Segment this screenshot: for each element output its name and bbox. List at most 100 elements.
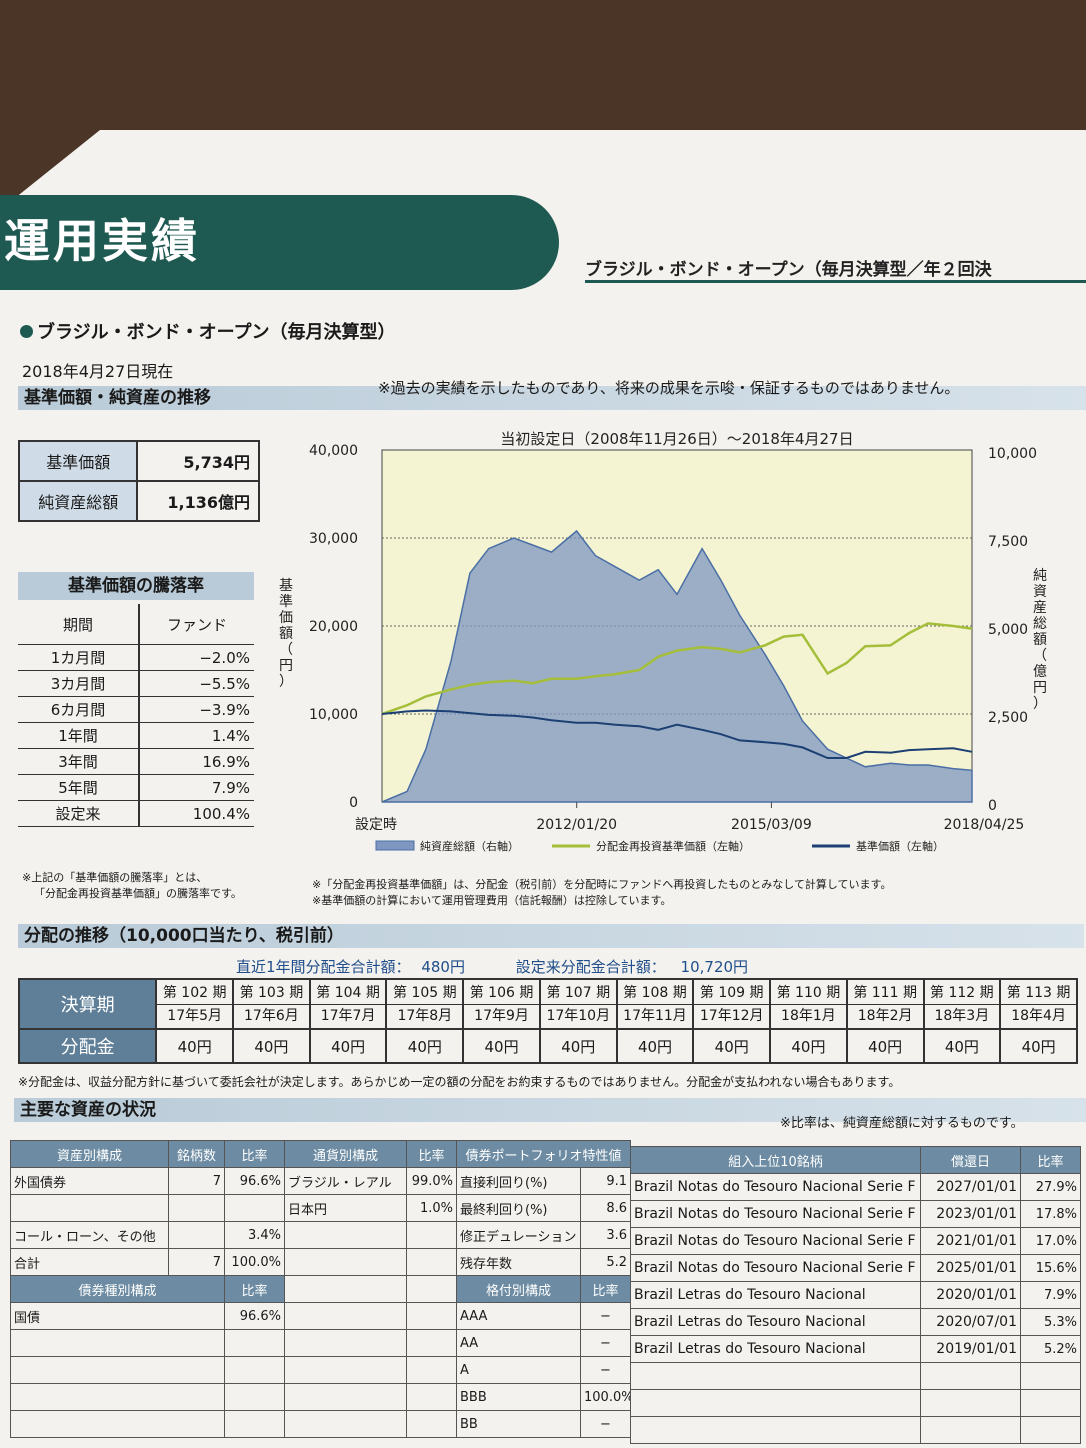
top10-date: 2021/01/01 xyxy=(920,1227,1021,1255)
h-ratio: 比率 xyxy=(224,1140,285,1168)
bondtype-row xyxy=(10,1356,285,1384)
period-number: 第 111 期 xyxy=(853,984,917,1001)
period-row-label: 決算期 xyxy=(17,978,158,1030)
rating-ratio: − xyxy=(579,1302,632,1330)
returns-header-row: 期間 ファンド xyxy=(18,604,254,645)
rating-name: AAA xyxy=(456,1302,581,1330)
currency-name xyxy=(284,1302,407,1330)
returns-table: 期間 ファンド 1カ月間 −2.0% 3カ月間 −5.5% 6カ月間 −3.9% 1年間 1.4… xyxy=(18,604,254,827)
bondtype-name: 国債 xyxy=(10,1302,225,1330)
currency-ratio xyxy=(406,1275,457,1303)
top10-ratio: 5.3% xyxy=(1020,1308,1081,1336)
currency-name xyxy=(284,1329,407,1357)
returns-period: 1年間 xyxy=(18,722,140,749)
returns-value: −3.9% xyxy=(139,696,254,723)
bondtype-name xyxy=(10,1383,225,1411)
top10-row: Brazil Letras do Tesouro Nacional 2020/07… xyxy=(630,1308,1081,1336)
top10-row: Brazil Letras do Tesouro Nacional 2020/01… xyxy=(630,1281,1081,1309)
bondtype-ratio xyxy=(224,1383,285,1411)
returns-period: 1カ月間 xyxy=(18,644,140,671)
section-nav-trend: 基準価額・純資産の推移 xyxy=(18,386,1086,410)
top10-row: Brazil Notas do Tesouro Nacional Serie F… xyxy=(630,1173,1081,1201)
h-asset: 資産別構成 xyxy=(10,1140,169,1168)
top10-row xyxy=(630,1362,1081,1390)
y2-tick-label: 5,000 xyxy=(988,622,1028,638)
currency-ratio xyxy=(406,1248,457,1276)
distribution-totals: 直近1年間分配金合計額： 480円 設定来分配金合計額： 10,720円 xyxy=(236,956,748,977)
fund-name: ブラジル・ボンド・オープン（毎月決算型） xyxy=(20,318,396,344)
x-tick-label: 2018/04/25 xyxy=(944,817,1025,833)
currency-row xyxy=(284,1410,457,1438)
bond-value: 3.6 xyxy=(579,1221,632,1249)
rating-name: A xyxy=(456,1356,581,1384)
top10-row xyxy=(630,1389,1081,1417)
top10-header-row: 組入上位10銘柄 償還日 比率 xyxy=(630,1146,1081,1174)
top10-ratio xyxy=(1020,1362,1081,1390)
distribution-amount: 40円 xyxy=(538,1028,618,1064)
currency-row xyxy=(284,1383,457,1411)
currency-ratio xyxy=(406,1383,457,1411)
top10-name xyxy=(630,1416,921,1444)
h-top10-ratio: 比率 xyxy=(1020,1146,1081,1174)
bondtype-name xyxy=(10,1410,225,1438)
distribution-period: 第 103 期 17年6月 xyxy=(232,978,311,1030)
since-total-value: 10,720円 xyxy=(680,958,749,976)
currency-ratio: 1.0% xyxy=(406,1194,457,1222)
period-number: 第 105 期 xyxy=(393,984,457,1001)
returns-period: 5年間 xyxy=(18,774,140,801)
rating-row: AA − xyxy=(456,1329,632,1357)
distribution-period: 第 105 期 17年8月 xyxy=(385,978,465,1030)
rating-ratio: 100.0% xyxy=(579,1383,632,1411)
bondtype-name xyxy=(10,1356,225,1384)
y-tick-label: 40,000 xyxy=(309,443,358,459)
assets-label: 純資産総額 xyxy=(17,480,139,522)
amount-row-label: 分配金 xyxy=(17,1028,158,1064)
distribution-period: 第 104 期 17年7月 xyxy=(308,978,388,1030)
distribution-period: 第 113 期 18年4月 xyxy=(999,978,1078,1030)
distribution-amount: 40円 xyxy=(999,1028,1078,1064)
h-currency: 通貨別構成 xyxy=(284,1140,407,1168)
rating-row: A − xyxy=(456,1356,632,1384)
asset-header-row: 資産別構成 銘柄数 比率 xyxy=(10,1140,285,1168)
bondtype-ratio: 96.6% xyxy=(224,1302,285,1330)
returns-value: 7.9% xyxy=(139,774,254,801)
top10-ratio: 5.2% xyxy=(1020,1335,1081,1363)
bondtype-header-row: 債券種別構成 比率 xyxy=(10,1275,285,1303)
top10-row: Brazil Letras do Tesouro Nacional 2019/01… xyxy=(630,1335,1081,1363)
bond-row: 修正デュレーション 3.6 xyxy=(456,1221,632,1249)
returns-col-fund: ファンド xyxy=(139,604,254,645)
currency-name xyxy=(284,1410,407,1438)
distribution-title: 分配の推移（10,000口当たり、税引前） xyxy=(24,926,344,946)
bondtype-ratio xyxy=(224,1329,285,1357)
top10-name: Brazil Letras do Tesouro Nacional xyxy=(630,1281,921,1309)
currency-row xyxy=(284,1329,457,1357)
period-number: 第 103 期 xyxy=(239,984,304,1001)
rating-ratio: − xyxy=(579,1410,632,1438)
top10-date xyxy=(920,1362,1021,1390)
note-left-2: 「分配金再投資基準価額」の騰落率です。 xyxy=(34,887,242,900)
rating-ratio: − xyxy=(579,1329,632,1357)
period-number: 第 113 期 xyxy=(1006,984,1071,1001)
distribution-period: 第 111 期 18年2月 xyxy=(845,978,925,1030)
currency-row xyxy=(284,1275,457,1303)
period-month: 18年4月 xyxy=(1001,1003,1076,1027)
distribution-period: 第 107 期 17年10月 xyxy=(538,978,618,1030)
currency-row: ブラジル・レアル 99.0% xyxy=(284,1167,457,1195)
returns-row: 1年間 1.4% xyxy=(18,722,254,749)
bond-name: 残存年数 xyxy=(456,1248,581,1276)
section-distribution: 分配の推移（10,000口当たり、税引前） xyxy=(18,924,1084,948)
note-right-2: ※基準価額の計算において運用管理費用（信託報酬）は控除しています。 xyxy=(312,894,672,907)
currency-ratio xyxy=(406,1221,457,1249)
bond-value: 9.1 xyxy=(579,1167,632,1195)
currency-row: 日本円 1.0% xyxy=(284,1194,457,1222)
period-number: 第 110 期 xyxy=(776,984,841,1001)
top10-row: Brazil Notas do Tesouro Nacional Serie F… xyxy=(630,1200,1081,1228)
y2-tick-label: 7,500 xyxy=(988,534,1028,550)
h-currency-ratio: 比率 xyxy=(406,1140,457,1168)
top10-date: 2025/01/01 xyxy=(920,1254,1021,1282)
period-number: 第 109 期 xyxy=(699,984,764,1001)
x-tick-label: 2015/03/09 xyxy=(731,817,812,833)
fund-header: ブラジル・ボンド・オープン（毎月決算型／年２回決 xyxy=(585,260,992,280)
legend-label: 分配金再投資基準価額（左軸） xyxy=(596,839,750,853)
section-nav-trend-title: 基準価額・純資産の推移 xyxy=(24,388,211,408)
